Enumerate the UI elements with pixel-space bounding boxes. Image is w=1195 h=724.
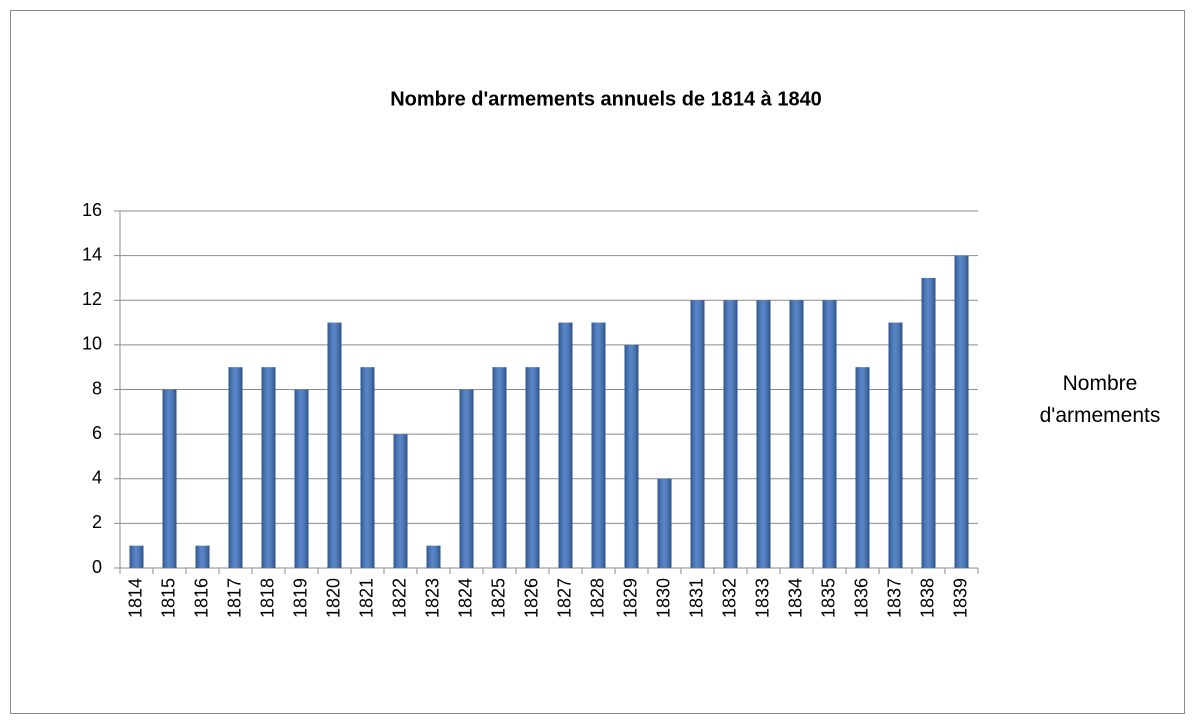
bar-shade [921, 277, 936, 568]
y-tick-label: 0 [92, 557, 102, 577]
x-tick-label: 1828 [587, 578, 607, 618]
x-tick-label: 1825 [488, 578, 508, 618]
y-tick-label: 6 [92, 423, 102, 443]
bar-shade [525, 367, 540, 568]
x-tick-label: 1834 [785, 578, 805, 618]
x-tick-label: 1832 [719, 578, 739, 618]
x-tick-label: 1816 [191, 578, 211, 618]
x-tick-label: 1833 [752, 578, 772, 618]
x-tick-label: 1826 [521, 578, 541, 618]
y-tick-label: 4 [92, 468, 102, 488]
y-tick-label: 2 [92, 512, 102, 532]
bar-shade [591, 322, 606, 568]
chart-title: Nombre d'armements annuels de 1814 à 184… [390, 88, 822, 110]
legend-entry: Nombre d'armements [1039, 372, 1161, 427]
bar-shade [294, 389, 309, 568]
x-tick-label: 1820 [323, 578, 343, 618]
x-tick-label: 1829 [620, 578, 640, 618]
bar-shade [756, 300, 771, 568]
x-tick-label: 1821 [356, 578, 376, 618]
x-tick-label: 1827 [554, 578, 574, 618]
bar-shade [723, 300, 738, 568]
x-tick-label: 1838 [917, 578, 937, 618]
x-tick-label: 1822 [389, 578, 409, 618]
bar-shade [624, 344, 639, 568]
bar-shade [888, 322, 903, 568]
x-tick-label: 1824 [455, 578, 475, 618]
bar-shade [426, 545, 441, 568]
y-tick-label: 8 [92, 378, 102, 398]
bar-shade [822, 300, 837, 568]
bar-shade [261, 367, 276, 568]
x-tick-label: 1835 [818, 578, 838, 618]
bar-shade [954, 255, 969, 568]
bar-shade [162, 389, 177, 568]
bar-shade [855, 367, 870, 568]
x-tick-label: 1819 [290, 578, 310, 618]
bar-shade [195, 545, 210, 568]
bar-shade [657, 478, 672, 568]
bar-shade [228, 367, 243, 568]
bar-shade [393, 434, 408, 568]
bar-shade [327, 322, 342, 568]
bar-shade [789, 300, 804, 568]
x-tick-label: 1839 [950, 578, 970, 618]
x-tick-label: 1830 [653, 578, 673, 618]
bar-shade [360, 367, 375, 568]
y-tick-label: 16 [82, 200, 102, 220]
bar-shade [129, 545, 144, 568]
x-tick-label: 1817 [224, 578, 244, 618]
x-tick-label: 1831 [686, 578, 706, 618]
x-tick-label: 1818 [257, 578, 277, 618]
y-tick-label: 10 [82, 334, 102, 354]
x-tick-label: 1815 [158, 578, 178, 618]
x-tick-label: 1836 [851, 578, 871, 618]
bar-shade [558, 322, 573, 568]
bar-shade [492, 367, 507, 568]
y-tick-label: 12 [82, 289, 102, 309]
bar-shade [459, 389, 474, 568]
x-tick-label: 1814 [125, 578, 145, 618]
bar-shade [690, 300, 705, 568]
y-tick-label: 14 [82, 244, 102, 264]
x-tick-label: 1823 [422, 578, 442, 618]
x-tick-label: 1837 [884, 578, 904, 618]
